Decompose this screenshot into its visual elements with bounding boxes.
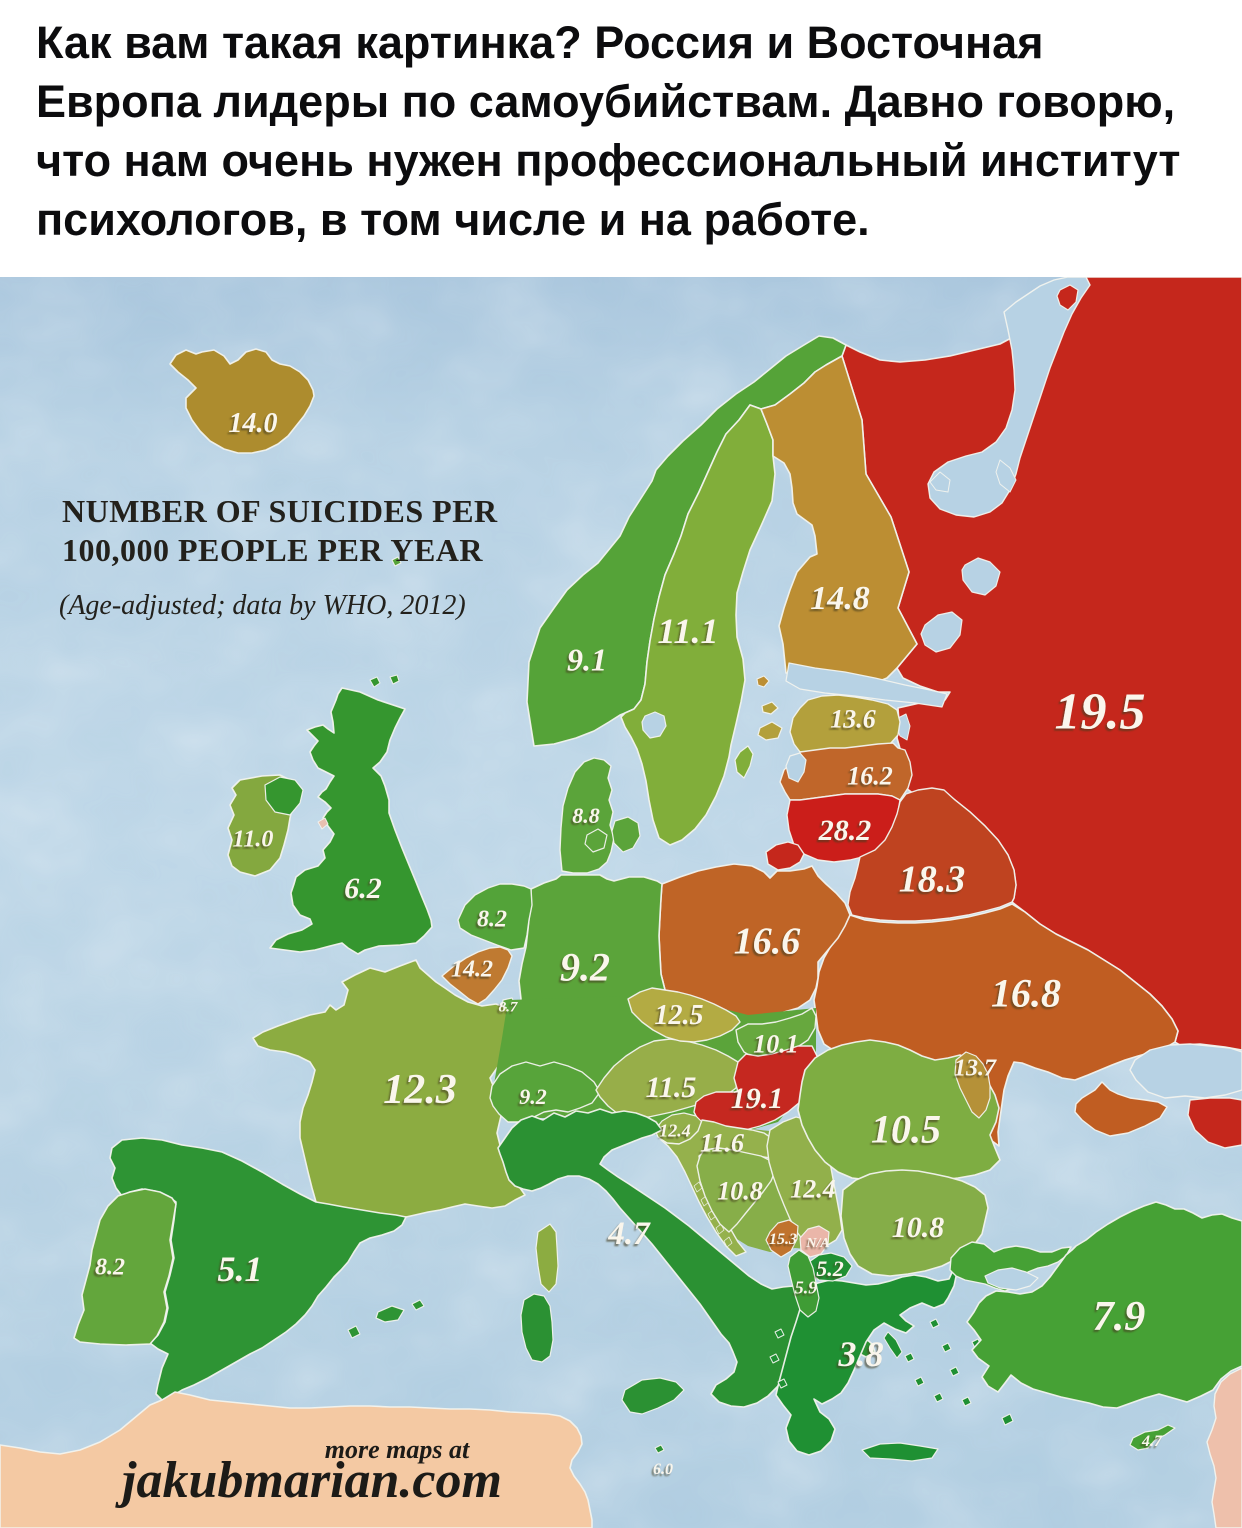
svg-text:19.1: 19.1	[731, 1082, 784, 1115]
svg-text:9.2: 9.2	[560, 944, 610, 989]
svg-text:13.7: 13.7	[954, 1056, 997, 1082]
svg-text:5.1: 5.1	[218, 1249, 263, 1289]
svg-text:16.8: 16.8	[991, 970, 1061, 1015]
svg-text:5.2: 5.2	[816, 1256, 844, 1281]
svg-text:19.5: 19.5	[1055, 684, 1146, 741]
svg-text:jakubmarian.com: jakubmarian.com	[115, 1452, 502, 1509]
svg-text:14.0: 14.0	[229, 408, 278, 439]
svg-text:7.9: 7.9	[1093, 1294, 1146, 1340]
svg-text:N/A: N/A	[805, 1236, 829, 1251]
svg-text:18.3: 18.3	[899, 859, 966, 901]
svg-text:12.4: 12.4	[790, 1174, 836, 1203]
svg-text:NUMBER OF SUICIDES PER: NUMBER OF SUICIDES PER	[62, 493, 498, 529]
svg-text:6.0: 6.0	[653, 1461, 673, 1478]
svg-text:11.6: 11.6	[700, 1128, 744, 1157]
svg-text:8.2: 8.2	[95, 1255, 125, 1281]
svg-text:6.2: 6.2	[344, 872, 382, 905]
svg-text:28.2: 28.2	[818, 814, 872, 847]
svg-text:11.1: 11.1	[657, 611, 718, 651]
svg-text:10.8: 10.8	[717, 1176, 763, 1205]
svg-text:16.2: 16.2	[847, 761, 893, 790]
svg-text:9.1: 9.1	[567, 642, 607, 678]
svg-text:16.6: 16.6	[734, 921, 801, 963]
svg-text:14.2: 14.2	[451, 957, 493, 983]
svg-text:10.5: 10.5	[871, 1106, 941, 1151]
svg-text:3.8: 3.8	[838, 1334, 884, 1374]
svg-text:12.3: 12.3	[383, 1067, 457, 1113]
svg-text:11.0: 11.0	[233, 827, 274, 853]
svg-text:4.7: 4.7	[607, 1216, 651, 1252]
svg-text:13.6: 13.6	[830, 704, 876, 733]
svg-text:12.4: 12.4	[659, 1120, 691, 1140]
svg-text:11.5: 11.5	[646, 1071, 697, 1104]
svg-text:12.5: 12.5	[655, 1000, 704, 1031]
svg-text:8.8: 8.8	[572, 803, 600, 828]
svg-text:8.7: 8.7	[499, 999, 518, 1015]
svg-text:15.3: 15.3	[769, 1231, 797, 1248]
svg-text:100,000 PEOPLE PER YEAR: 100,000 PEOPLE PER YEAR	[62, 532, 483, 568]
svg-text:9.2: 9.2	[519, 1084, 547, 1109]
svg-text:8.2: 8.2	[477, 907, 507, 933]
svg-text:14.8: 14.8	[810, 580, 870, 617]
svg-text:5.9: 5.9	[795, 1277, 818, 1297]
svg-text:10.8: 10.8	[892, 1211, 945, 1244]
svg-text:4.7: 4.7	[1141, 1433, 1163, 1450]
svg-text:10.1: 10.1	[753, 1029, 799, 1058]
svg-text:more maps at: more maps at	[325, 1435, 470, 1464]
svg-text:(Age-adjusted; data by WHO, 20: (Age-adjusted; data by WHO, 2012)	[59, 590, 466, 621]
